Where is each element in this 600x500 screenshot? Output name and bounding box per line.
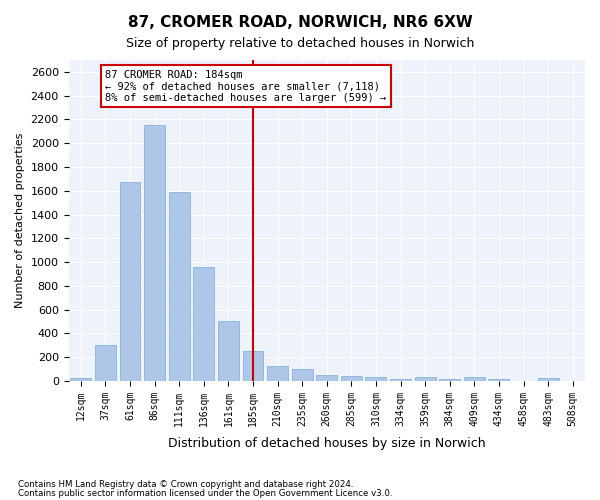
Bar [316,375,337,381]
Bar [439,378,460,381]
Bar [193,267,214,381]
Bar [488,379,509,381]
Bar [415,378,436,381]
Bar [538,378,559,381]
Text: Size of property relative to detached houses in Norwich: Size of property relative to detached ho… [126,38,474,51]
Bar [365,377,386,381]
Bar [218,321,239,381]
Bar [119,182,140,381]
Bar [95,346,116,381]
Bar [292,369,313,381]
Bar [341,376,362,381]
Bar [169,192,190,381]
Bar [267,366,288,381]
Bar [70,378,91,381]
Text: 87, CROMER ROAD, NORWICH, NR6 6XW: 87, CROMER ROAD, NORWICH, NR6 6XW [128,15,472,30]
Bar [464,378,485,381]
Bar [242,351,263,381]
Text: Contains public sector information licensed under the Open Government Licence v3: Contains public sector information licen… [18,490,392,498]
Bar [144,126,165,381]
X-axis label: Distribution of detached houses by size in Norwich: Distribution of detached houses by size … [168,437,485,450]
Text: Contains HM Land Registry data © Crown copyright and database right 2024.: Contains HM Land Registry data © Crown c… [18,480,353,489]
Text: 87 CROMER ROAD: 184sqm
← 92% of detached houses are smaller (7,118)
8% of semi-d: 87 CROMER ROAD: 184sqm ← 92% of detached… [106,70,386,102]
Y-axis label: Number of detached properties: Number of detached properties [15,133,25,308]
Bar [390,378,411,381]
